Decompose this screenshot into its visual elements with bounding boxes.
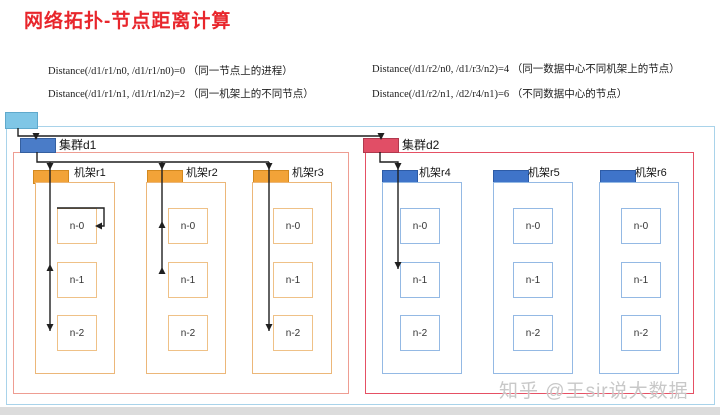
rack-r1-label: 机架r1 <box>74 167 106 179</box>
node-r5-n2: n-2 <box>513 315 553 351</box>
node-r6-n2: n-2 <box>621 315 661 351</box>
zhihu-watermark: 知乎 @王sir说大数据 <box>499 381 689 402</box>
node-r4-n2: n-2 <box>400 315 440 351</box>
cluster-d2-label: 集群d2 <box>402 138 440 152</box>
rack-r3-label: 机架r3 <box>292 167 324 179</box>
rack-r6-label: 机架r6 <box>635 167 667 179</box>
page-title: 网络拓扑-节点距离计算 <box>24 11 232 32</box>
distance-formula-same-node: Distance(/d1/r1/n0, /d1/r1/n0)=0 （同一节点上的… <box>48 66 293 77</box>
node-r1-n1: n-1 <box>57 262 97 298</box>
cluster-d1-node <box>20 138 56 153</box>
node-r5-n1: n-1 <box>513 262 553 298</box>
node-r6-n0: n-0 <box>621 208 661 244</box>
node-r2-n1: n-1 <box>168 262 208 298</box>
distance-formula-diff-datacenter: Distance(/d1/r2/n1, /d2/r4/n1)=6 （不同数据中心… <box>372 89 628 100</box>
node-r2-n2: n-2 <box>168 315 208 351</box>
rack-r4-label: 机架r4 <box>419 167 451 179</box>
node-r3-n1: n-1 <box>273 262 313 298</box>
rack-r2-label: 机架r2 <box>186 167 218 179</box>
cluster-d2-node <box>363 138 399 153</box>
node-r1-n0: n-0 <box>57 208 97 244</box>
cluster-d1-label: 集群d1 <box>59 138 97 152</box>
node-r6-n1: n-1 <box>621 262 661 298</box>
node-r4-n0: n-0 <box>400 208 440 244</box>
rack-r5-label: 机架r5 <box>528 167 560 179</box>
bottom-edge-strip <box>0 407 720 415</box>
node-r1-n2: n-2 <box>57 315 97 351</box>
root-node <box>5 112 38 129</box>
node-r4-n1: n-1 <box>400 262 440 298</box>
node-r5-n0: n-0 <box>513 208 553 244</box>
distance-formula-same-datacenter: Distance(/d1/r2/n0, /d1/r3/n2)=4 （同一数据中心… <box>372 64 680 75</box>
distance-formula-same-rack: Distance(/d1/r1/n1, /d1/r1/n2)=2 （同一机架上的… <box>48 89 314 100</box>
node-r3-n0: n-0 <box>273 208 313 244</box>
node-r2-n0: n-0 <box>168 208 208 244</box>
node-r3-n2: n-2 <box>273 315 313 351</box>
